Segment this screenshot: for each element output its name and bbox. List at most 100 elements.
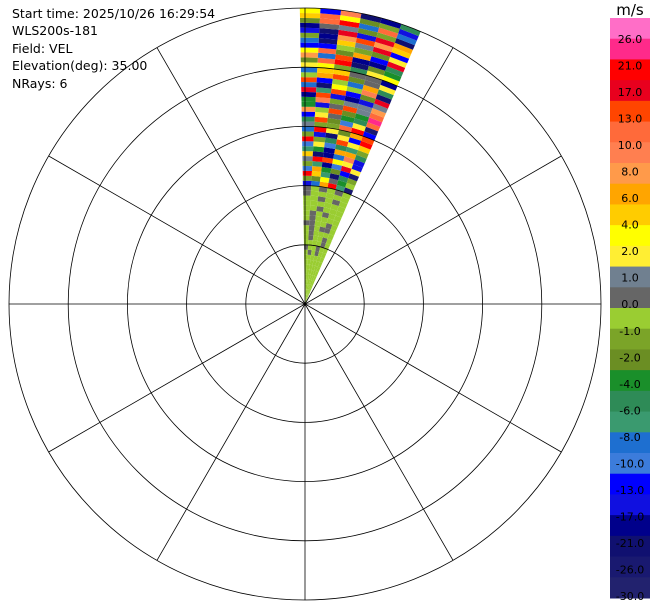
range-bin [338, 201, 348, 209]
range-bin [369, 112, 384, 123]
range-bin [314, 111, 329, 118]
range-bin [322, 232, 330, 239]
range-bin [311, 250, 316, 256]
colorbar-tick-label: 8.0 [621, 166, 639, 179]
range-bin [367, 65, 386, 76]
colorbar-swatch [610, 18, 650, 40]
range-bin [328, 178, 339, 185]
azimuth-line [304, 303, 454, 561]
range-bin [315, 211, 323, 217]
range-bin [385, 66, 404, 77]
range-bin [398, 28, 419, 41]
range-bin [308, 274, 311, 280]
range-bin [305, 289, 307, 295]
range-bin [314, 250, 319, 257]
range-bin [356, 150, 369, 159]
range-bin [348, 173, 359, 182]
colorbar-swatch [610, 494, 650, 516]
range-bin [316, 206, 324, 212]
colorbar-tick-label: -30.0 [616, 590, 644, 603]
range-bin [308, 290, 311, 295]
range-bin [318, 38, 338, 45]
range-bin [309, 285, 313, 291]
colorbar-swatch [610, 287, 650, 309]
range-bin [356, 108, 371, 118]
range-bin [306, 264, 310, 270]
colorbar-swatch [610, 100, 650, 123]
ray-4 [305, 13, 382, 304]
range-bin [342, 105, 358, 114]
colorbar-tick-label: -21.0 [616, 537, 644, 550]
range-bin [314, 116, 328, 123]
range-bin [357, 103, 373, 113]
range-bin [378, 84, 396, 96]
range-bin [320, 176, 330, 183]
range-bin [350, 66, 368, 76]
range-bin [305, 294, 308, 300]
range-bin [337, 34, 357, 43]
range-bin [377, 27, 399, 39]
colorbar-tick-label: 10.0 [618, 139, 643, 152]
range-bin [344, 151, 357, 160]
colorbar-swatch [610, 556, 650, 578]
colorbar-swatch [610, 163, 650, 185]
colorbar-swatch [610, 80, 650, 102]
azimuth-line [48, 155, 306, 305]
range-bin [330, 224, 338, 232]
azimuth-line [156, 47, 306, 305]
range-bin [319, 18, 340, 25]
range-bin [314, 225, 321, 232]
polar-grid [8, 7, 602, 601]
range-bin [319, 257, 325, 264]
range-bin [312, 270, 317, 276]
scan-info: Start time: 2025/10/26 16:29:54 WLS200s-… [12, 5, 215, 92]
range-bin [335, 49, 354, 57]
colorbar-swatch [610, 245, 650, 268]
colorbar-swatch [610, 370, 650, 392]
colorbar-swatch [610, 453, 650, 475]
azimuth-line [304, 155, 562, 305]
colorbar-swatches [610, 18, 650, 599]
radar-rays [299, 8, 421, 304]
range-bin [383, 70, 402, 82]
range-bin [306, 269, 310, 275]
range-bin [386, 61, 406, 73]
range-bin [349, 71, 367, 80]
range-bin [313, 276, 317, 282]
range-bin [336, 39, 356, 48]
range-bin [321, 166, 332, 174]
range-bin [339, 15, 361, 24]
range-bin [341, 192, 352, 200]
range-bin [330, 168, 341, 176]
range-bin [375, 94, 392, 105]
range-bin [318, 191, 327, 198]
range-bin [337, 129, 351, 138]
range-bin [324, 137, 337, 145]
range-bin [343, 100, 359, 109]
colorbar-tick-label: -1.0 [619, 325, 640, 338]
range-bin [361, 89, 378, 99]
range-bin [313, 131, 326, 138]
range-bin [331, 163, 342, 171]
range-bin [307, 244, 313, 251]
range-bin [306, 274, 309, 280]
colorbar-tick-label: 2.0 [621, 245, 639, 258]
ray-5 [305, 18, 402, 304]
range-bin [330, 93, 346, 101]
range-bin [319, 23, 340, 30]
range-bin [316, 87, 332, 94]
colorbar-tick-label: -6.0 [619, 404, 640, 417]
range-bin [355, 37, 376, 47]
range-bin [329, 103, 344, 111]
range-bin [346, 178, 357, 186]
range-bin [310, 200, 318, 207]
range-bin [308, 235, 314, 241]
range-bin [329, 229, 336, 236]
start-time-label: Start time: 2025/10/26 16:29:54 [12, 6, 216, 21]
range-bin [324, 197, 334, 204]
range-bin [316, 77, 333, 84]
nrays-label: NRays: 6 [12, 75, 68, 91]
range-bin [340, 196, 350, 205]
range-bin [306, 279, 308, 285]
